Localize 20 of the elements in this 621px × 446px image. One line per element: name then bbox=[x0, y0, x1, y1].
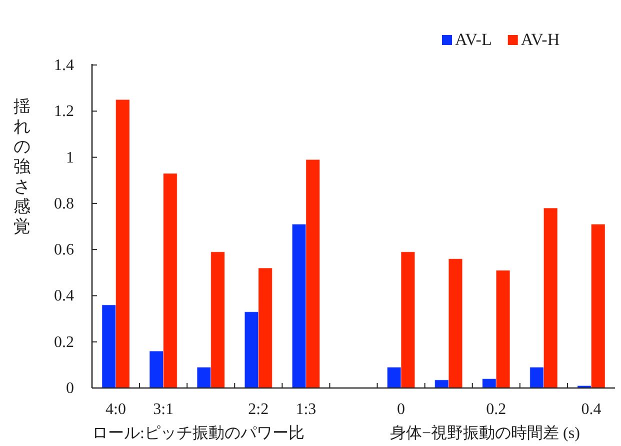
x-tick-label: 0 bbox=[397, 401, 406, 418]
y-tick-label: 0.6 bbox=[54, 242, 74, 259]
legend-label: AV-L bbox=[455, 30, 492, 49]
x-tick-label: 4:0 bbox=[106, 401, 126, 418]
y-tick-label: 0.4 bbox=[54, 288, 74, 305]
x-tick-label: 2:2 bbox=[248, 401, 269, 418]
y-tick-label: 0.2 bbox=[54, 334, 74, 351]
legend-label: AV-H bbox=[520, 30, 560, 49]
x-tick-label: 0.4 bbox=[581, 401, 602, 418]
y-axis-title: 揺れの強さ感覚 bbox=[14, 97, 30, 236]
x-tick-label: 1:3 bbox=[296, 401, 316, 418]
y-tick-label: 1 bbox=[66, 149, 74, 166]
y-tick-label: 0 bbox=[66, 380, 74, 397]
y-tick-label: 1.4 bbox=[54, 57, 74, 74]
x-tick-label: 3:1 bbox=[153, 401, 174, 418]
y-tick-label: 0.8 bbox=[54, 195, 74, 212]
y-tick-label: 1.2 bbox=[54, 103, 74, 120]
x-tick-label: 0.2 bbox=[486, 401, 506, 418]
x-axis-title: ロール:ピッチ振動のパワー比 bbox=[92, 424, 304, 442]
text: 身体−視野振動の時間差 (s) bbox=[390, 424, 580, 442]
